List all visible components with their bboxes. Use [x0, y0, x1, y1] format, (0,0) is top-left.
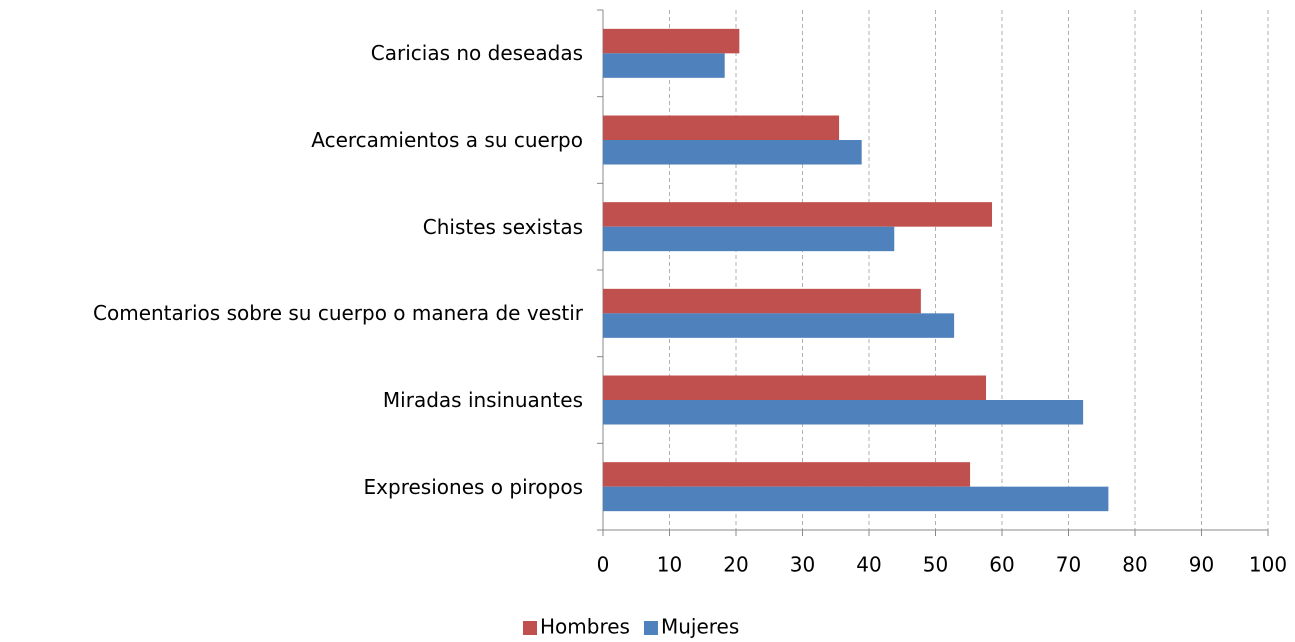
- bar: [603, 140, 862, 165]
- y-tick-label: Comentarios sobre su cuerpo o manera de …: [93, 301, 583, 326]
- bar: [603, 313, 955, 338]
- y-tick-label: Caricias no deseadas: [370, 41, 583, 66]
- bar: [603, 288, 921, 314]
- bar: [603, 375, 987, 400]
- y-tick-label: Chistes sexistas: [422, 214, 583, 239]
- bar: [603, 486, 1109, 512]
- x-tick-label: 40: [856, 553, 881, 577]
- x-tick-label: 20: [723, 553, 748, 577]
- y-tick-label: Acercamientos a su cuerpo: [311, 128, 583, 152]
- bar: [603, 53, 725, 78]
- legend-label: Hombres: [540, 615, 630, 639]
- legend-label: Mujeres: [661, 615, 739, 639]
- x-tick-label: 90: [1189, 553, 1214, 577]
- legend-swatch: [523, 621, 537, 635]
- bar: [603, 400, 1084, 425]
- bar: [603, 28, 740, 54]
- bar: [603, 462, 971, 487]
- bar: [603, 226, 895, 252]
- x-tick-label: 30: [790, 553, 815, 577]
- legend-swatch: [643, 621, 658, 635]
- x-tick-label: 0: [597, 553, 610, 577]
- bar: [603, 115, 840, 140]
- x-tick-label: 60: [989, 553, 1014, 577]
- x-tick-label: 10: [657, 553, 682, 577]
- x-tick-label: 70: [1056, 553, 1081, 577]
- y-tick-label: Expresiones o piropos: [363, 474, 583, 499]
- x-tick-label: 100: [1249, 553, 1287, 577]
- x-tick-label: 50: [923, 553, 948, 577]
- bar: [603, 202, 993, 227]
- x-tick-label: 80: [1122, 553, 1147, 577]
- y-tick-label: Miradas insinuantes: [382, 388, 583, 412]
